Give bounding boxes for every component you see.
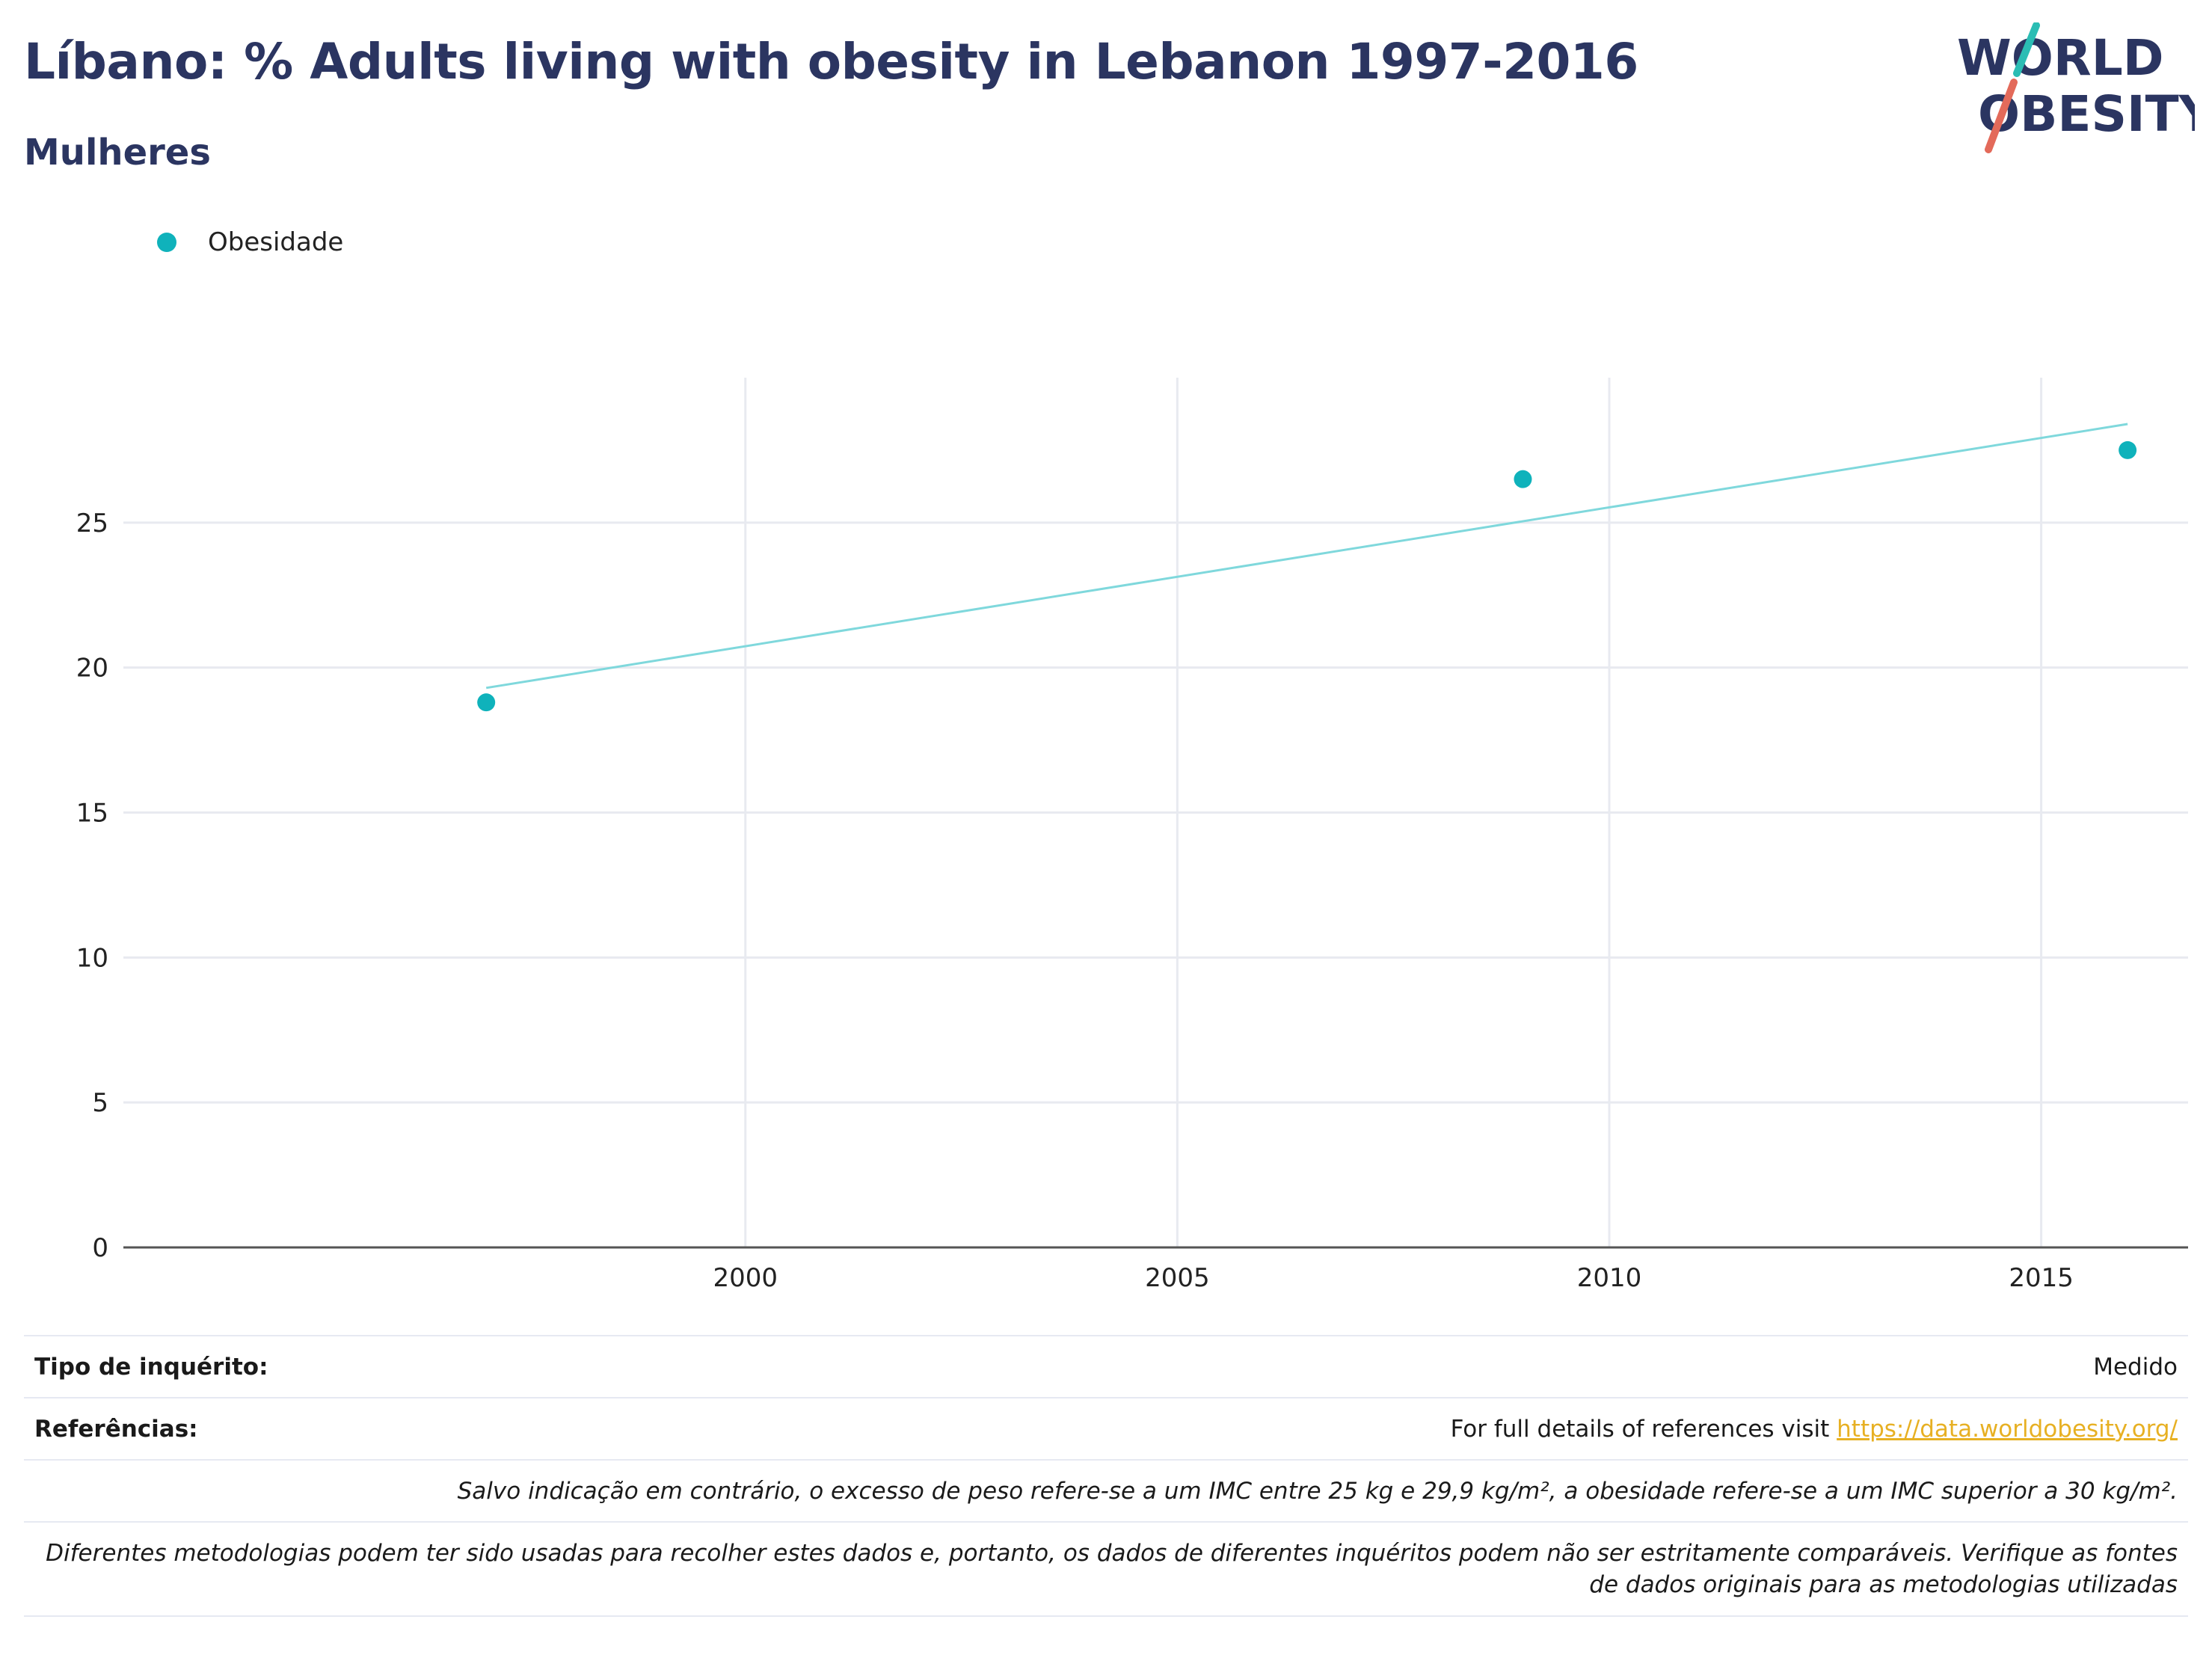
trendline (485, 423, 2128, 690)
y-tick-label: 10 (76, 943, 108, 973)
logo-text-world: WORLD (1957, 29, 2164, 87)
chart-legend: Obesidade (157, 226, 343, 259)
survey-type-row: Tipo de inquérito: Medido (24, 1335, 2188, 1397)
data-point (2119, 440, 2137, 459)
survey-type-value: Medido (2093, 1353, 2178, 1381)
chart-area: 0 5 10 15 20 25 2000 2005 2010 2015 (76, 378, 2188, 1293)
y-tick-label: 20 (76, 654, 108, 684)
bmi-note-row: Salvo indicação em contrário, o excesso … (24, 1459, 2188, 1521)
legend-label: Obesidade (208, 227, 344, 257)
references-text: For full details of references visit (1450, 1415, 1837, 1443)
data-point (1514, 470, 1532, 488)
y-tick-label: 5 (92, 1088, 108, 1118)
y-tick-label: 15 (76, 799, 108, 829)
data-point (477, 693, 496, 712)
chart-subtitle: Mulheres (24, 132, 211, 174)
references-link[interactable]: https://data.worldobesity.org/ (1837, 1415, 2178, 1443)
world-obesity-logo: WORLD OBESITY (1957, 22, 2195, 153)
x-tick-label: 2005 (1145, 1263, 1210, 1293)
references-value: For full details of references visit htt… (1451, 1416, 2178, 1443)
references-row: Referências: For full details of referen… (24, 1397, 2188, 1459)
survey-type-label: Tipo de inquérito: (34, 1353, 268, 1381)
chart-footer: Tipo de inquérito: Medido Referências: F… (24, 1335, 2188, 1617)
logo-slash-teal (2013, 22, 2040, 77)
methods-note: Diferentes metodologias podem ter sido u… (34, 1538, 2178, 1600)
logo-text-obesity: OBESITY (1978, 85, 2195, 143)
methods-note-line-2: de dados originais para as metodologias … (1589, 1571, 2178, 1598)
y-tick-label: 25 (76, 509, 108, 538)
logo-slash-coral (1985, 79, 2018, 153)
x-tick-label: 2000 (713, 1263, 778, 1293)
methods-note-row: Diferentes metodologias podem ter sido u… (24, 1521, 2188, 1617)
y-tick-label: 0 (92, 1233, 108, 1263)
references-label: Referências: (34, 1415, 198, 1443)
x-tick-label: 2015 (2009, 1263, 2074, 1293)
x-tick-label: 2010 (1577, 1263, 1642, 1293)
methods-note-line-1: Diferentes metodologias podem ter sido u… (46, 1540, 2178, 1567)
bmi-note: Salvo indicação em contrário, o excesso … (457, 1477, 2178, 1505)
legend-marker (157, 233, 176, 252)
chart-title: Líbano: % Adults living with obesity in … (24, 33, 1638, 90)
